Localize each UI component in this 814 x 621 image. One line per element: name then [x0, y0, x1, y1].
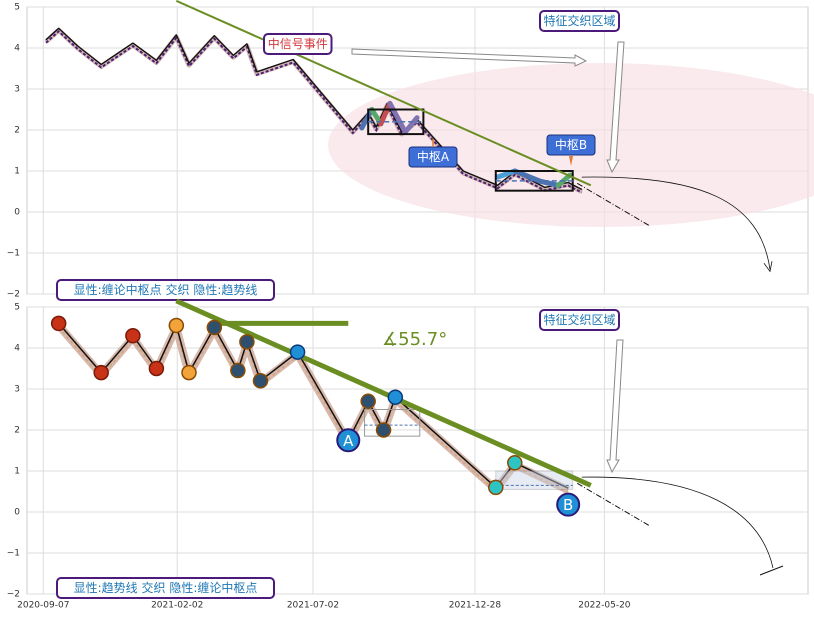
pivot-point-marker	[507, 455, 523, 471]
y-tick-label: −1	[7, 549, 20, 559]
y-tick-label: 3	[14, 385, 20, 395]
pivot-point-marker	[252, 373, 269, 389]
zone-arrow	[606, 41, 625, 174]
x-tick-label: 2022-05-20	[578, 601, 631, 611]
bottom-footer-label: 显性:趋势线 交织 隐性:缠论中枢点	[74, 580, 258, 595]
y-tick-label: 3	[14, 85, 20, 95]
pivot-point-marker	[168, 317, 185, 334]
x-tick-label: 2021-12-28	[449, 601, 502, 611]
x-tick-label: 2021-07-02	[287, 601, 339, 611]
zone-label: 特征交织区域	[543, 312, 615, 327]
event-label-box	[263, 33, 333, 55]
y-tick-label: 4	[14, 44, 20, 54]
point-a-circle	[336, 428, 361, 453]
x-tick-label: 2020-09-07	[17, 601, 69, 611]
pivot-point-marker	[148, 360, 165, 377]
y-tick-label: 1	[14, 167, 20, 177]
plot-area	[26, 306, 809, 595]
y-tick-label: 0	[14, 208, 20, 218]
angle-label: ∡55.7°	[382, 329, 447, 350]
pivot-b-box	[546, 134, 596, 156]
pivot-a-label: 中枢A	[417, 149, 450, 164]
pivot-point-marker	[387, 389, 404, 405]
y-tick-label: 5	[14, 303, 20, 313]
pivot-point-marker	[125, 327, 141, 344]
curve-arrowhead	[763, 261, 773, 273]
pivot-point-marker	[375, 422, 392, 438]
y-tick-label: 5	[14, 3, 20, 13]
pivot-segment	[402, 115, 420, 135]
projection-curve	[581, 176, 771, 270]
event-label: 中信号事件	[268, 36, 328, 51]
pivot-segment	[387, 100, 408, 135]
pivot-point-marker	[230, 362, 246, 379]
bottom-footer-label-box	[56, 577, 275, 599]
top-footer-label-box	[56, 279, 275, 301]
point-b-label: B	[563, 496, 573, 514]
pivot-point-marker	[206, 319, 223, 336]
projection-line	[576, 482, 651, 527]
y-tick-label: 1	[14, 467, 20, 477]
projection-line	[576, 182, 651, 227]
pivot-point-marker	[289, 344, 306, 360]
point-a-label: A	[343, 432, 354, 450]
y-tick-label: 2	[14, 426, 20, 436]
pivot-box-a	[364, 409, 421, 437]
pivot-b-pointer	[569, 156, 573, 166]
pivot-point-marker	[488, 479, 504, 496]
pivot-segment	[537, 178, 561, 188]
trend-line	[175, 0, 592, 187]
pivot-point-marker	[360, 393, 376, 410]
pivot-point-marker	[181, 364, 197, 381]
pivot-segment	[359, 107, 375, 131]
pivot-point-marker	[93, 364, 109, 381]
event-arrow	[351, 48, 588, 67]
pivot-point-marker	[239, 334, 255, 350]
y-tick-label: −1	[7, 249, 20, 259]
y-tick-label: −2	[7, 590, 20, 600]
top-footer-label: 显性:缠论中枢点 交织 隐性:趋势线	[74, 282, 258, 297]
pivot-segment	[512, 168, 543, 184]
zone-label: 特征交织区域	[543, 13, 615, 28]
price-dotted-line	[45, 29, 583, 194]
pivot-segment	[495, 168, 518, 180]
x-tick-label: 2021-02-02	[151, 601, 203, 611]
pivot-b-label: 中枢B	[555, 137, 587, 152]
y-tick-label: 4	[14, 344, 20, 354]
y-tick-label: 0	[14, 508, 20, 518]
curve-bar	[759, 565, 784, 576]
pivot-segment	[378, 100, 393, 127]
zone-label-box	[539, 309, 620, 331]
y-tick-label: −2	[7, 290, 20, 300]
zone-arrow	[606, 339, 624, 474]
pivot-point-marker	[50, 315, 67, 332]
point-b-circle	[556, 492, 581, 517]
y-tick-label: 2	[14, 126, 20, 136]
projection-curve	[581, 476, 774, 569]
trend-line	[175, 298, 592, 488]
zone-label-box	[539, 10, 620, 32]
price-line	[45, 27, 583, 191]
